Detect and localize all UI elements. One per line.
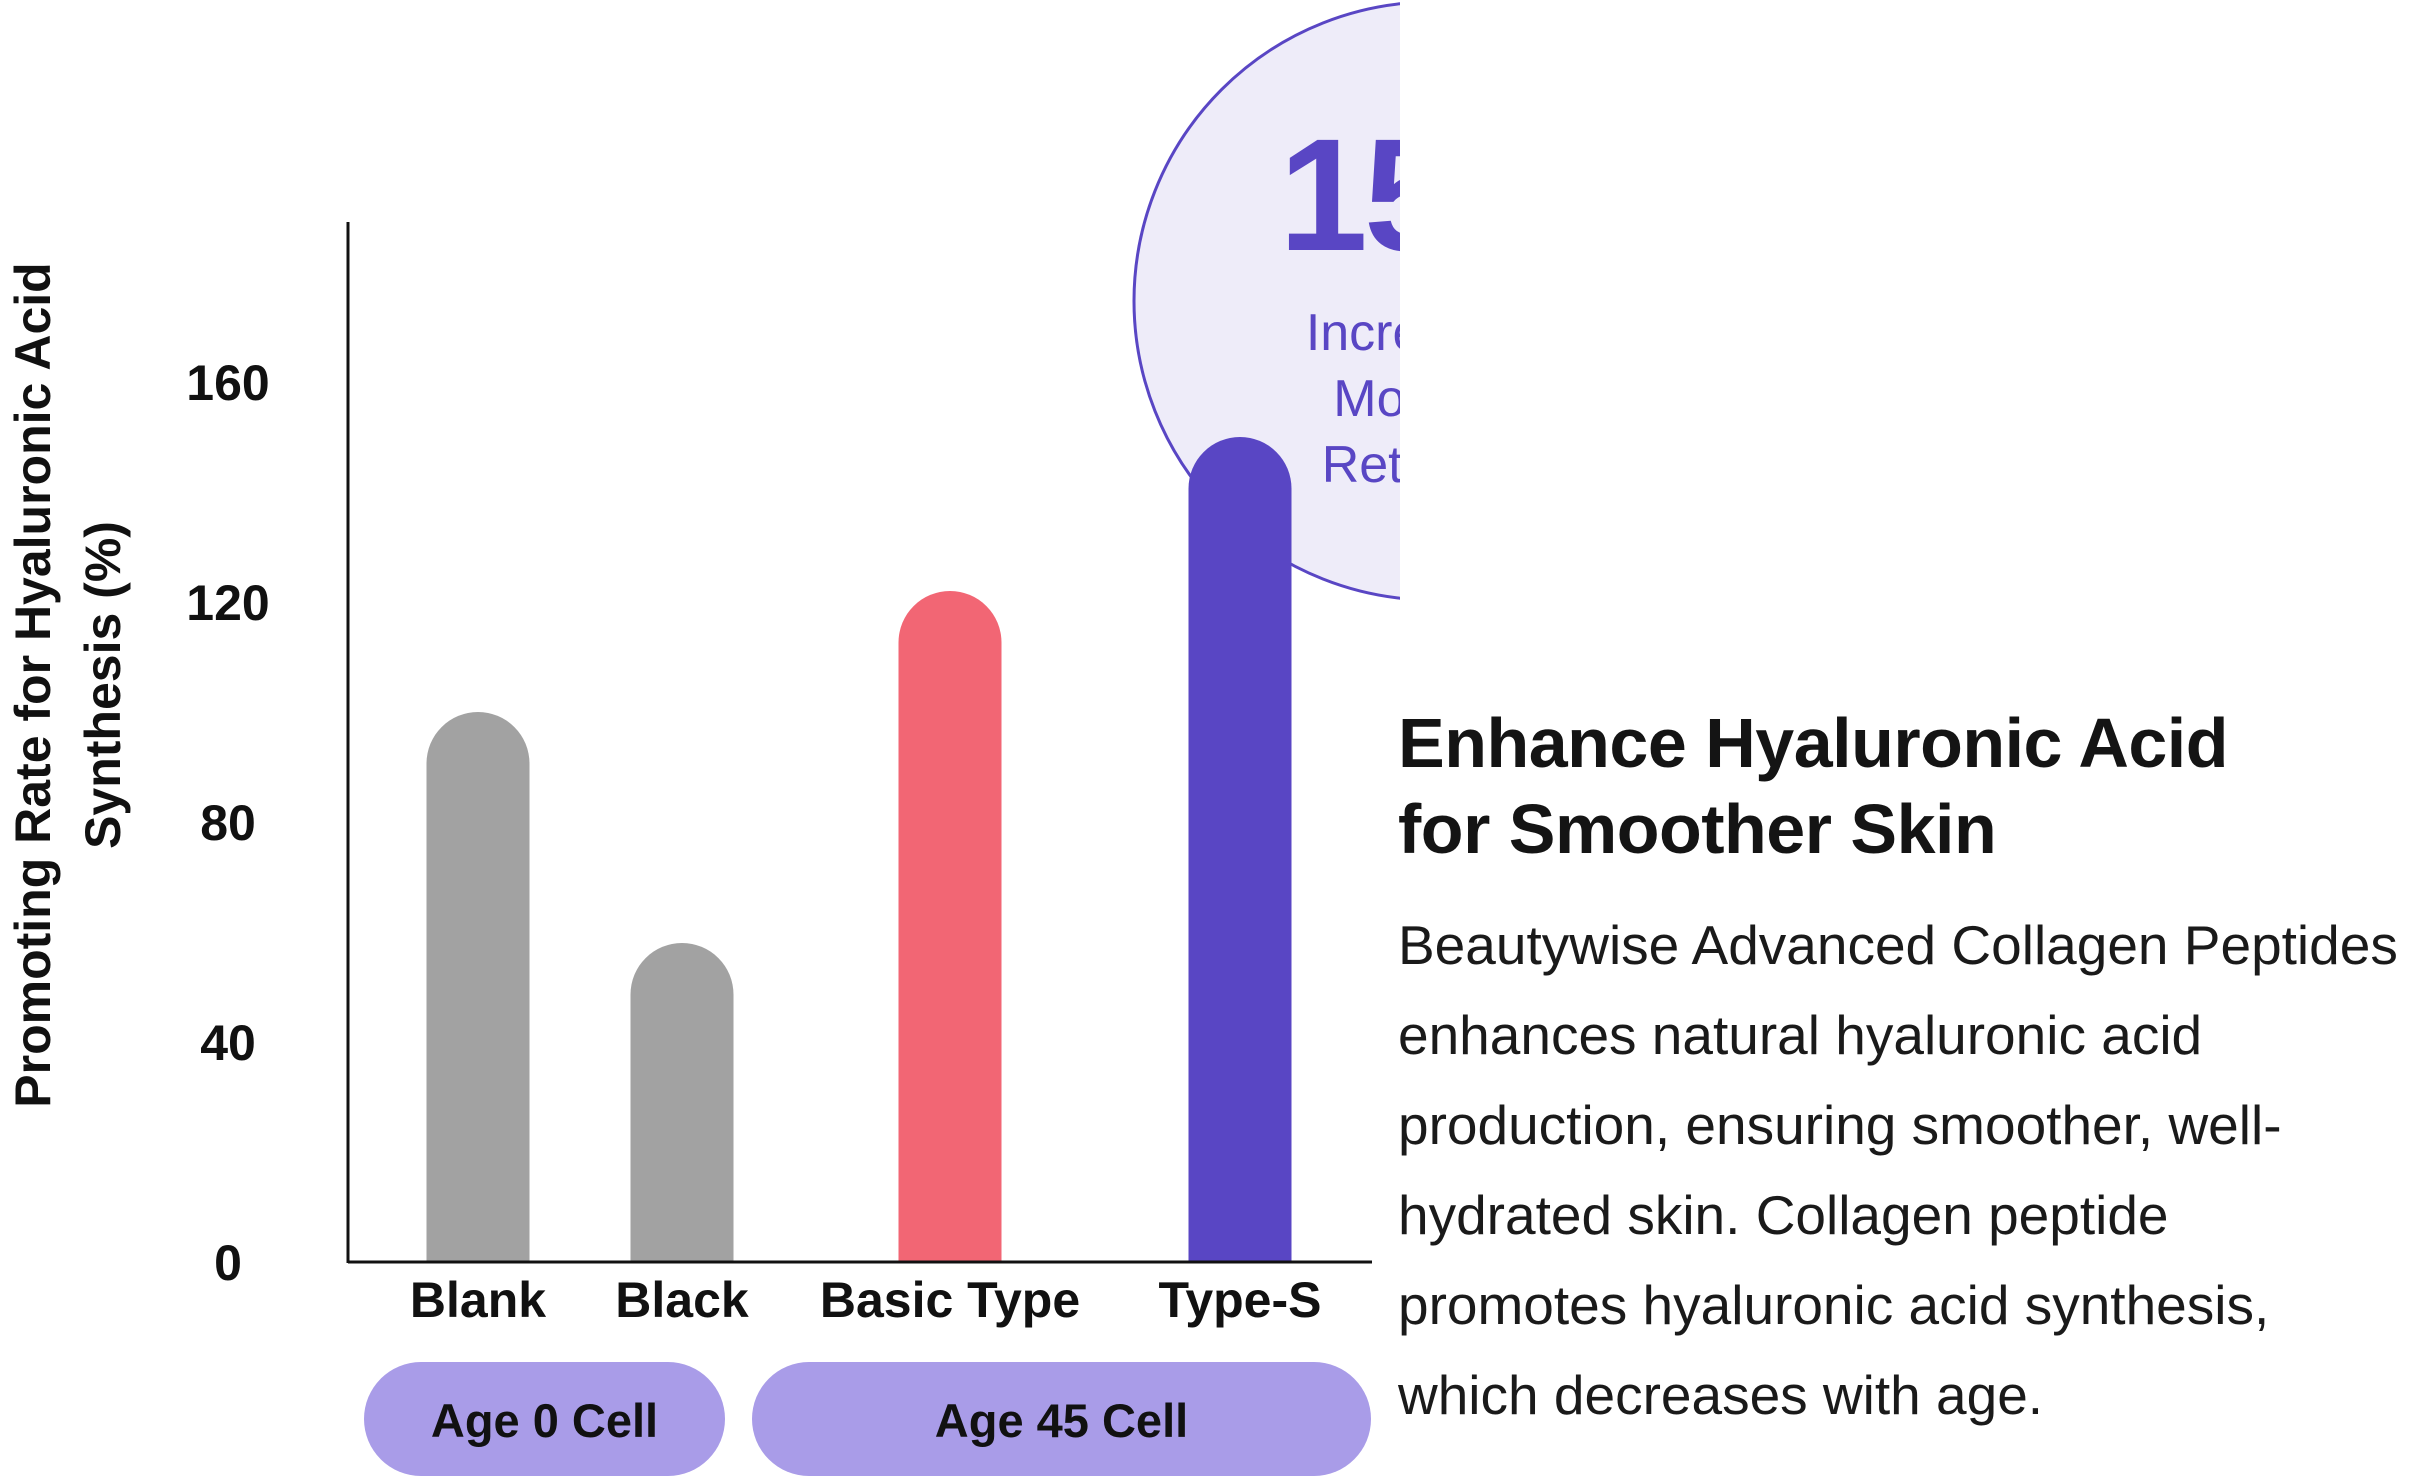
hyaluronic-acid-bar-chart: 15% Increase in Moisture Retention 0 40 80 120… [5, 2, 1400, 1476]
side-heading: Enhance Hyaluronic Acid for Smoother Ski… [1398, 700, 2398, 872]
bars-layer [426, 437, 1292, 1263]
y-axis-label-line: Promoting Rate for Hyaluronic Acid [5, 262, 61, 1107]
x-category-label: Type-S [1159, 1272, 1322, 1328]
bar-type-s [1188, 437, 1292, 1263]
y-tick-label: 0 [214, 1235, 242, 1291]
side-body-text: Beautywise Advanced Collagen Peptides en… [1398, 914, 2398, 1426]
bar-basic-type [898, 591, 1002, 1262]
callout-line: Moisture [1333, 370, 1400, 428]
x-category-label: Blank [410, 1272, 546, 1328]
moisture-retention-callout: 15% Increase in Moisture Retention [1132, 2, 1400, 600]
labels-layer: 0 40 80 120 160 Promoting Rate for Hyaluronic… [5, 262, 1371, 1476]
y-axis-label-line: Synthesis (%) [75, 521, 131, 849]
y-tick-label: 120 [186, 575, 269, 631]
side-heading-line-2: for Smoother Skin [1398, 790, 1997, 868]
x-category-label: Basic Type [820, 1272, 1080, 1328]
group-pill-label: Age 45 Cell [935, 1394, 1188, 1447]
bar-blank [426, 712, 530, 1262]
callout-line: Retention [1322, 436, 1400, 494]
axes-layer [346, 222, 1372, 1264]
bar-black [630, 943, 734, 1262]
group-pill [752, 1362, 1371, 1476]
side-heading-line-1: Enhance Hyaluronic Acid [1398, 704, 2229, 782]
group-pill [364, 1362, 725, 1476]
x-category-label: Black [615, 1272, 749, 1328]
group-pill-label: Age 0 Cell [431, 1394, 658, 1447]
y-tick-label: 160 [186, 355, 269, 411]
side-panel: Enhance Hyaluronic Acid for Smoother Ski… [1398, 700, 2398, 1440]
callout-line: Increase in [1306, 304, 1400, 362]
y-tick-label: 80 [200, 795, 256, 851]
callout-circle [1132, 2, 1400, 600]
callout-value: 15% [1279, 105, 1400, 284]
y-tick-label: 40 [200, 1015, 256, 1071]
